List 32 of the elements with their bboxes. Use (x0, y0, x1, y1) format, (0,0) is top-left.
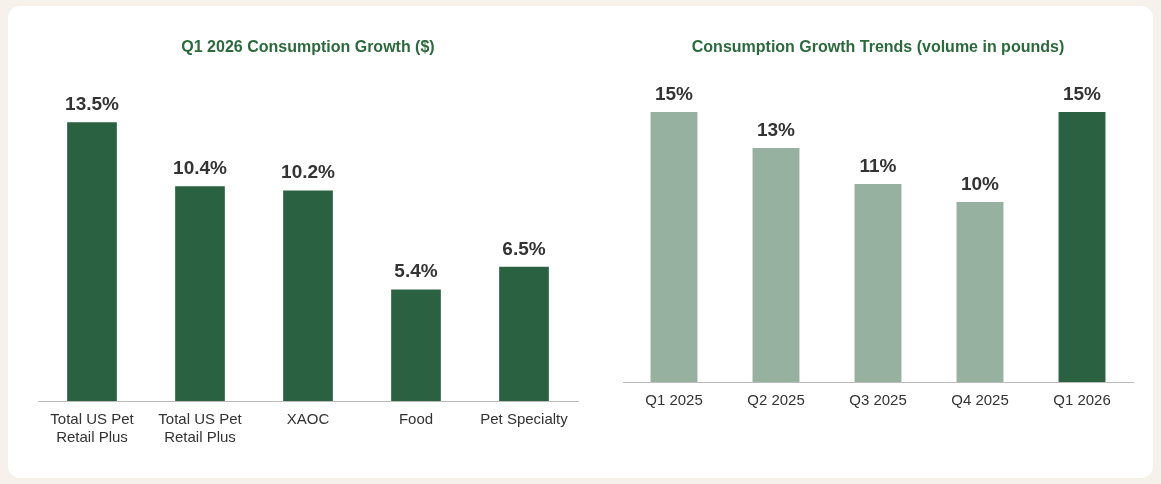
bar (283, 190, 333, 401)
bar (956, 202, 1004, 382)
bar (67, 122, 117, 401)
data-label: 6.5% (502, 237, 546, 259)
data-label: 15% (1062, 82, 1102, 104)
bar (854, 184, 902, 382)
x-tick-label: Q1 2026 (1053, 391, 1111, 409)
chart-title: Q1 2026 Consumption Growth ($) (180, 38, 436, 57)
x-tick-label: Food (398, 410, 434, 428)
data-label: 13.5% (65, 93, 120, 115)
data-label: 11% (859, 154, 897, 176)
bar (499, 266, 549, 401)
chart-title: Consumption Growth Trends (volume in pounds) (690, 38, 1066, 57)
x-tick-label: Q4 2025 (951, 391, 1009, 409)
x-tick-label: Q2 2025 (747, 391, 805, 409)
data-label: 10.4% (173, 157, 228, 179)
x-tick-label: Total US Pet Retail Plus (50, 410, 135, 446)
x-tick-label: Total US Pet Retail Plus (158, 410, 243, 446)
x-tick-label: Q3 2025 (849, 391, 907, 409)
x-tick-label: Q1 2025 (645, 391, 703, 409)
data-label: 15% (654, 82, 694, 104)
bar (175, 186, 225, 401)
bar (391, 289, 441, 401)
x-tick-label: Pet Specialty (480, 410, 569, 428)
data-label: 10% (960, 172, 1000, 194)
bar (752, 148, 800, 382)
bar (650, 112, 698, 382)
data-label: 13% (756, 118, 796, 140)
x-tick-label: XAOC (286, 410, 330, 428)
data-label: 10.2% (281, 161, 336, 183)
data-label: 5.4% (394, 260, 438, 282)
bar (1058, 112, 1106, 382)
